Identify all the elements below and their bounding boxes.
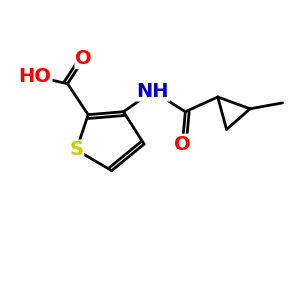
Text: O: O [174, 135, 191, 154]
Text: HO: HO [19, 67, 52, 86]
Text: O: O [75, 49, 92, 68]
Text: NH: NH [137, 82, 169, 100]
Text: S: S [69, 140, 83, 160]
